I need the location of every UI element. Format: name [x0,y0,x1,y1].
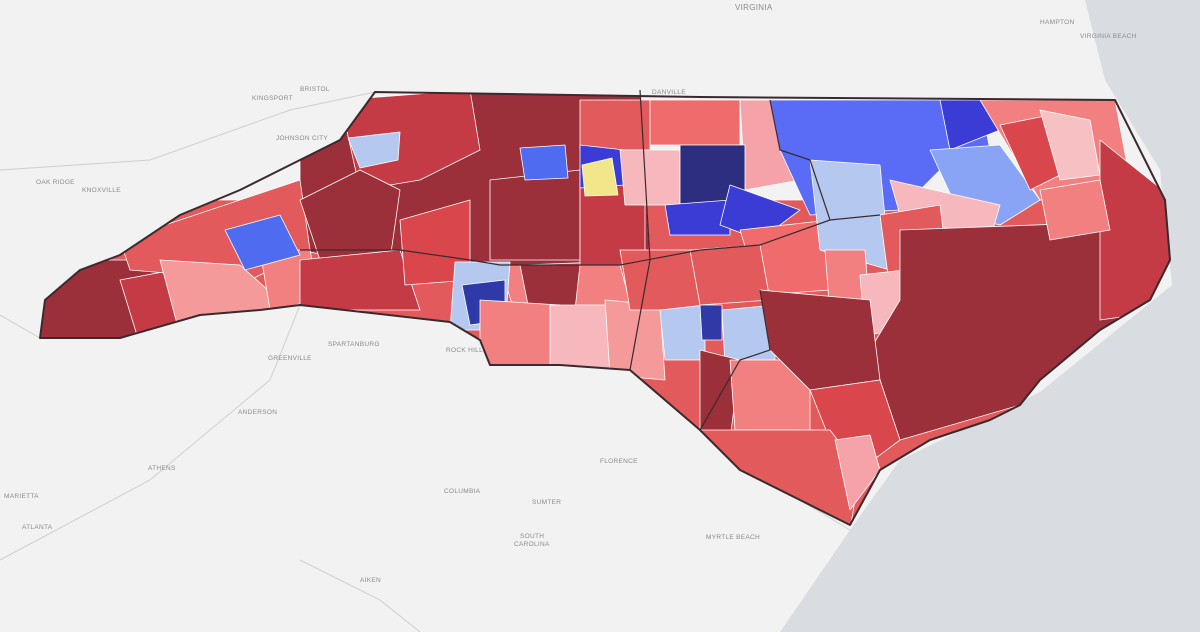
map-label: ANDERSON [238,409,277,416]
map-label: SPARTANBURG [328,341,380,348]
map-label: ATLANTA [22,524,53,531]
map-label: AIKEN [360,577,381,584]
map-label: GREENVILLE [268,355,312,362]
map-label: FLORENCE [600,458,638,465]
ocean [780,0,1200,632]
state-outline [39,91,1171,526]
map-label: DANVILLE [652,89,686,96]
map-label: KINGSPORT [252,95,293,102]
map-label: ROCK HILL [446,347,483,354]
map-label: OAK RIDGE [36,179,75,186]
map-label: MYRTLE BEACH [706,534,760,541]
map-label: CAROLINA [514,541,550,548]
map-label: HAMPTON [1040,19,1074,26]
map-label: SUMTER [532,499,561,506]
map-label: SOUTH [520,533,544,540]
map-label: VIRGINIA [735,3,773,12]
district-lines [300,89,881,431]
map-label: BRISTOL [300,86,330,93]
map-label: JOHNSON CITY [276,135,328,142]
labels: VIRGINIA HAMPTON VIRGINIA BEACH DANVILLE… [4,3,1137,584]
map-label: COLUMBIA [444,488,481,495]
map-label: ATHENS [148,465,176,472]
map-label: MARIETTA [4,493,39,500]
map-label: KNOXVILLE [82,187,121,194]
map-label: VIRGINIA BEACH [1080,33,1137,40]
